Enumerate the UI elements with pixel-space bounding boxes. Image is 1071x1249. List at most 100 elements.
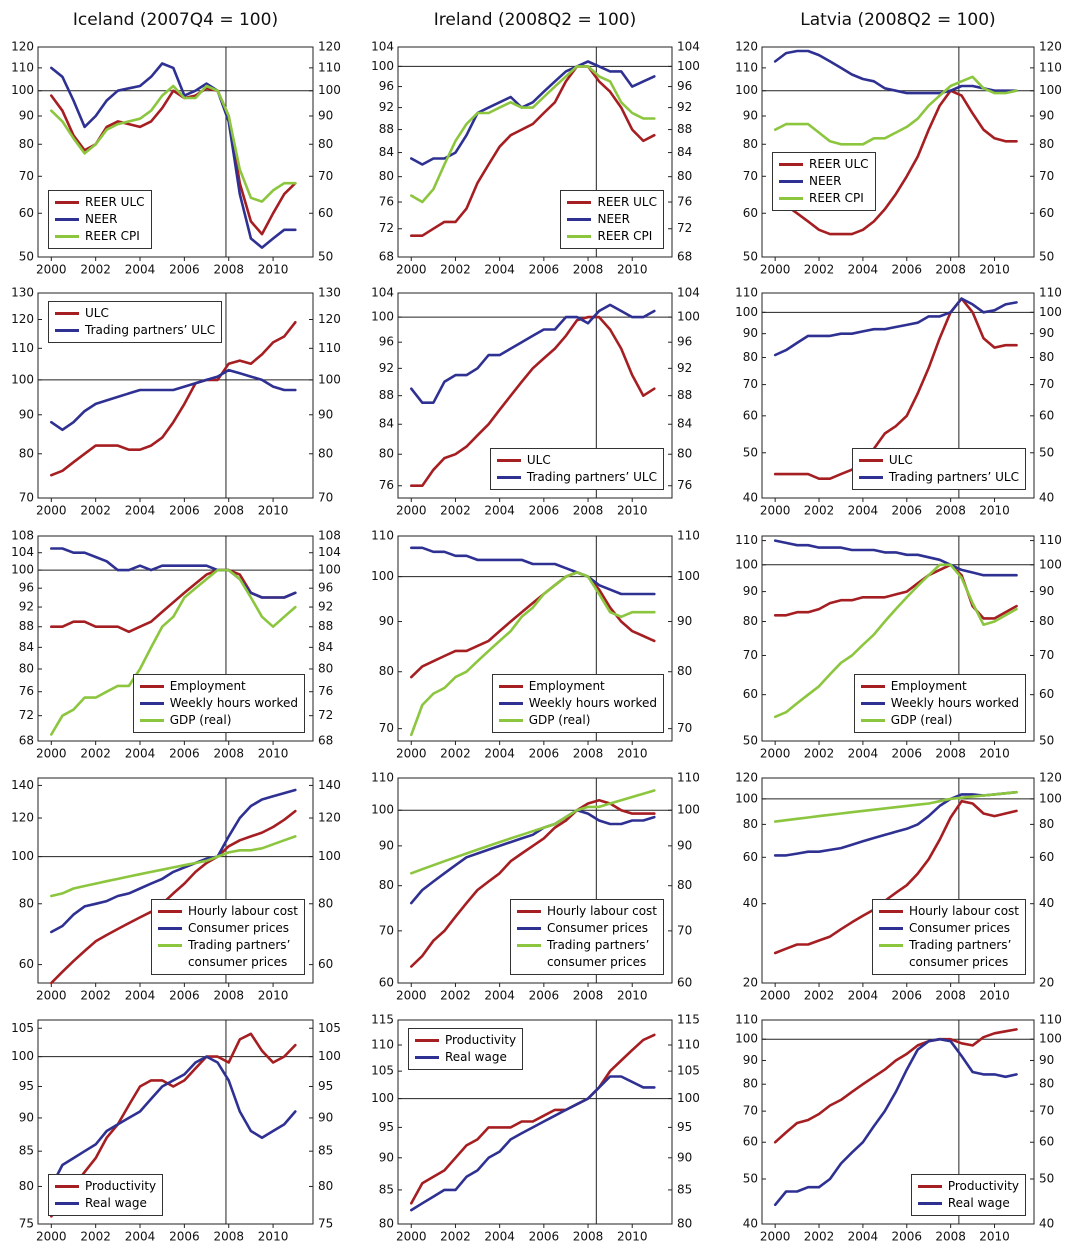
legend-swatch <box>878 944 903 947</box>
y2-tick-label: 70 <box>1039 377 1054 391</box>
y2-tick-label: 90 <box>1039 584 1054 598</box>
y2-tick-label: 120 <box>318 312 341 326</box>
y2-tick-label: 96 <box>677 335 692 349</box>
y-tick-label: 90 <box>379 1150 394 1164</box>
x-tick-label: 2008 <box>935 504 966 518</box>
y-tick-label: 110 <box>735 286 758 300</box>
legend: REER ULC NEER REER CPI <box>560 190 664 249</box>
y-tick-label: 100 <box>735 1032 758 1046</box>
x-tick-label: 2002 <box>804 1230 835 1244</box>
y2-tick-label: 115 <box>677 1013 700 1027</box>
y-tick-label: 70 <box>19 491 34 505</box>
y2-tick-label: 60 <box>1039 206 1054 220</box>
y-tick-label: 60 <box>379 976 394 990</box>
x-tick-label: 2006 <box>169 1230 200 1244</box>
legend-item: REER ULC <box>55 194 145 211</box>
x-tick-label: 2002 <box>80 989 111 1003</box>
x-tick-label: 2004 <box>484 747 515 761</box>
y2-tick-label: 120 <box>1039 40 1062 54</box>
y2-tick-label: 90 <box>677 838 692 852</box>
legend-swatch <box>917 1202 942 1205</box>
y-tick-label: 88 <box>379 122 394 136</box>
y2-tick-label: 100 <box>677 803 700 817</box>
legend-item: Trading partners’ consumer prices <box>516 937 657 971</box>
y2-tick-label: 92 <box>677 361 692 375</box>
legend-item: REER ULC <box>567 194 657 211</box>
legend-label: Employment <box>890 679 967 693</box>
y-tick-label: 100 <box>371 1091 394 1105</box>
series-line <box>410 571 656 679</box>
legend-swatch <box>779 163 803 166</box>
legend-label: REER CPI <box>809 191 864 205</box>
legend-item: Trading partners’ ULC <box>496 469 657 486</box>
legend-label: REER ULC <box>809 157 869 171</box>
y2-tick-label: 40 <box>1039 491 1054 505</box>
y-tick-label: 80 <box>743 1077 758 1091</box>
x-tick-label: 2004 <box>125 1230 156 1244</box>
legend-label: GDP (real) <box>528 713 591 727</box>
y2-tick-label: 70 <box>677 721 692 735</box>
legend-item: Hourly labour cost <box>878 903 1019 920</box>
y2-tick-label: 80 <box>677 169 692 183</box>
series-line <box>410 60 656 166</box>
y-tick-label: 80 <box>19 661 34 675</box>
legend-item: REER CPI <box>567 228 657 245</box>
legend-swatch <box>55 235 79 238</box>
x-tick-label: 2002 <box>80 504 111 518</box>
y2-tick-label: 100 <box>318 849 341 863</box>
legend-label: NEER <box>809 174 842 188</box>
y2-tick-label: 80 <box>677 878 692 892</box>
x-tick-label: 2008 <box>213 1230 244 1244</box>
y2-tick-label: 110 <box>677 529 700 543</box>
y2-tick-label: 105 <box>318 1021 341 1035</box>
y2-tick-label: 80 <box>677 1217 692 1231</box>
legend-item: ULC <box>496 452 657 469</box>
chart-title: Latvia (2008Q2 = 100) <box>800 10 995 30</box>
series-line <box>410 808 656 905</box>
legend-swatch <box>779 197 803 200</box>
x-tick-label: 2008 <box>213 747 244 761</box>
x-tick-label: 2000 <box>396 989 427 1003</box>
y2-tick-label: 92 <box>677 100 692 114</box>
y-tick-label: 40 <box>743 896 758 910</box>
x-tick-label: 2000 <box>36 989 67 1003</box>
y2-tick-label: 20 <box>1039 976 1054 990</box>
legend-item: Productivity <box>415 1032 516 1049</box>
series-line <box>50 788 297 934</box>
y2-tick-label: 90 <box>318 1110 333 1124</box>
x-tick-label: 2000 <box>760 747 791 761</box>
series-line <box>773 89 1018 236</box>
x-tick-label: 2002 <box>440 1230 471 1244</box>
y2-tick-label: 96 <box>677 79 692 93</box>
plot-frame <box>37 535 314 742</box>
x-tick-label: 2000 <box>760 1230 791 1244</box>
series-line <box>50 568 297 736</box>
y-tick-label: 80 <box>19 446 34 460</box>
y-tick-label: 96 <box>379 335 394 349</box>
y-tick-label: 72 <box>379 221 394 235</box>
y-tick-label: 120 <box>11 40 34 54</box>
legend-swatch <box>860 685 885 688</box>
y-tick-label: 90 <box>19 1110 34 1124</box>
y2-tick-label: 104 <box>318 545 341 559</box>
y-tick-label: 140 <box>11 778 34 792</box>
y-tick-label: 96 <box>379 79 394 93</box>
legend-swatch <box>860 702 885 705</box>
y2-tick-label: 76 <box>677 478 692 492</box>
legend-item: Trading partners’ ULC <box>858 469 1019 486</box>
legend-swatch <box>415 1039 439 1042</box>
y2-tick-label: 68 <box>318 734 333 748</box>
y-tick-label: 75 <box>19 1217 34 1231</box>
x-tick-label: 2006 <box>529 504 560 518</box>
legend-swatch <box>567 235 592 238</box>
y2-tick-label: 50 <box>1039 734 1054 748</box>
y2-tick-label: 95 <box>318 1079 333 1093</box>
legend-item: Consumer prices <box>878 920 1019 937</box>
legend: Productivity Real wage <box>48 1174 164 1216</box>
y-tick-label: 120 <box>735 771 758 785</box>
legend-item: Trading partners’ consumer prices <box>157 937 298 971</box>
x-tick-label: 2004 <box>125 989 156 1003</box>
x-tick-label: 2002 <box>440 989 471 1003</box>
y-tick-label: 92 <box>19 600 34 614</box>
legend-swatch <box>139 702 164 705</box>
